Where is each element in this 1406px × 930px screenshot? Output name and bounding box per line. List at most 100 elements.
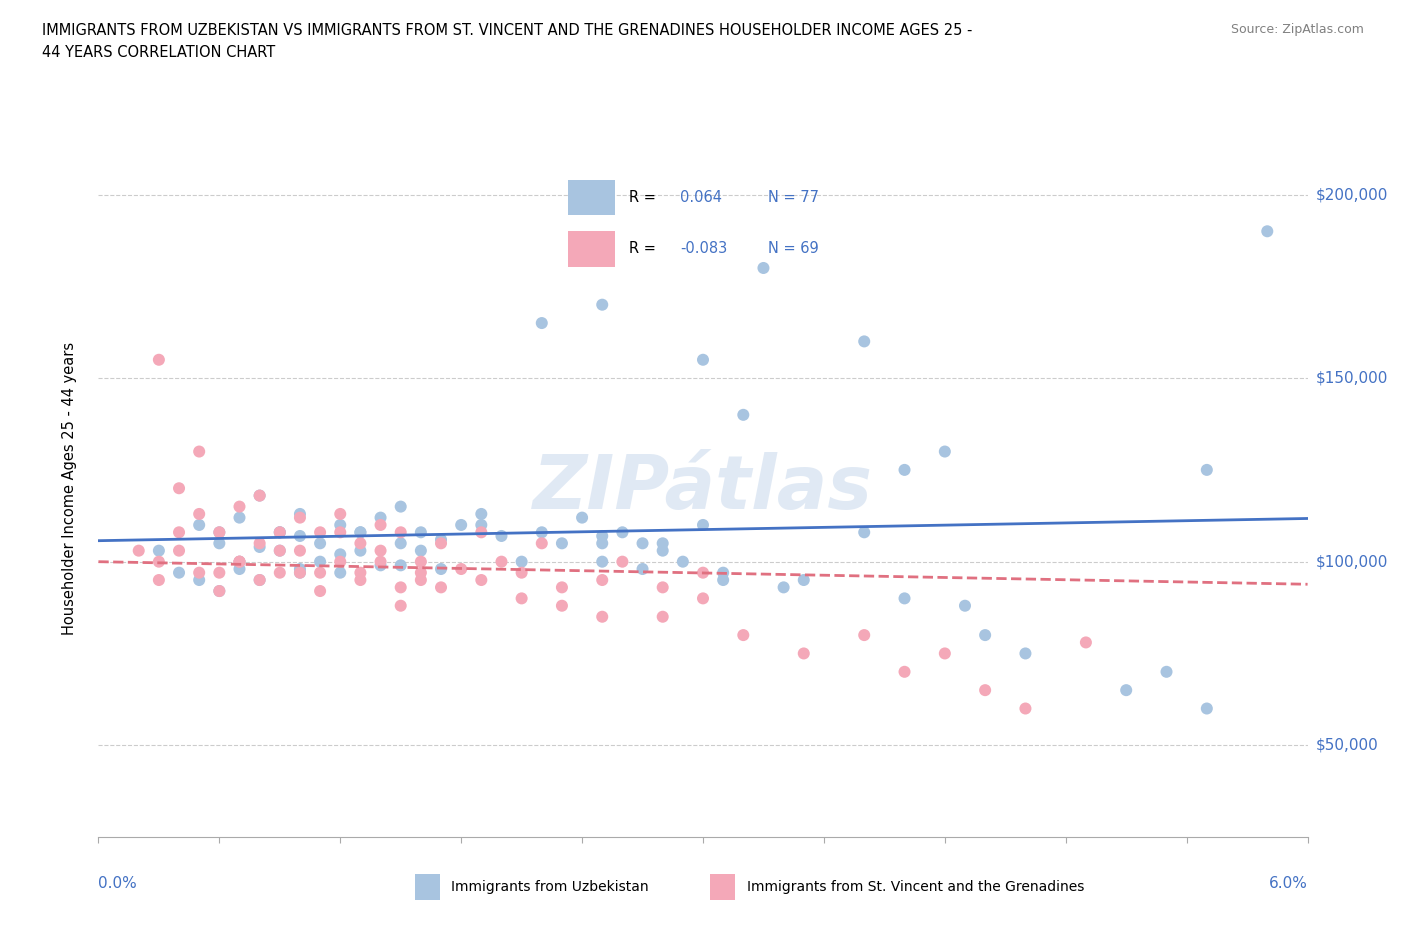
Point [651,543,673,558]
Point [167,543,190,558]
Point [389,525,412,539]
Text: $100,000: $100,000 [1316,554,1388,569]
Point [309,525,332,539]
Text: Immigrants from Uzbekistan: Immigrants from Uzbekistan [451,880,650,895]
Point [409,543,432,558]
Point [430,536,453,551]
Point [249,573,271,588]
Text: Immigrants from St. Vincent and the Grenadines: Immigrants from St. Vincent and the Gren… [747,880,1084,895]
Point [389,536,412,551]
Point [530,536,553,551]
Point [692,565,714,580]
Point [349,536,371,551]
Point [711,573,734,588]
Point [349,525,371,539]
Point [510,554,533,569]
Point [349,525,371,539]
Point [510,591,533,605]
Point [167,481,190,496]
Point [309,584,332,599]
Point [591,609,613,624]
Point [370,558,392,573]
Point [167,525,190,539]
Point [772,580,794,595]
Point [893,591,915,605]
Point [430,580,453,595]
Point [491,528,513,543]
Point [409,554,432,569]
Text: N = 77: N = 77 [768,190,818,205]
Point [329,507,352,522]
Point [631,536,654,551]
Point [591,298,613,312]
Point [672,554,695,569]
Point [269,525,291,539]
Point [148,352,170,367]
Text: IMMIGRANTS FROM UZBEKISTAN VS IMMIGRANTS FROM ST. VINCENT AND THE GRENADINES HOU: IMMIGRANTS FROM UZBEKISTAN VS IMMIGRANTS… [42,23,973,38]
Point [288,562,311,577]
Point [370,543,392,558]
Point [249,488,271,503]
Point [450,562,472,577]
Point [612,525,634,539]
Point [1195,462,1218,477]
Point [208,565,231,580]
Point [228,499,250,514]
Point [208,525,231,539]
Point [370,554,392,569]
Point [793,646,815,661]
Point [329,565,352,580]
Text: -0.083: -0.083 [679,242,727,257]
Point [470,507,492,522]
Text: 0.064: 0.064 [679,190,721,205]
FancyBboxPatch shape [568,179,616,216]
Point [228,511,250,525]
Point [733,628,755,643]
Point [349,543,371,558]
Point [1014,701,1036,716]
Point [430,532,453,547]
Point [208,525,231,539]
Point [1014,646,1036,661]
Point [208,584,231,599]
Point [309,554,332,569]
Point [370,517,392,532]
Point [530,315,553,330]
Point [349,565,371,580]
Point [934,646,956,661]
Point [128,543,150,558]
Point [309,536,332,551]
Point [249,573,271,588]
Point [389,580,412,595]
Point [430,562,453,577]
Point [329,554,352,569]
Point [329,525,352,539]
Point [228,554,250,569]
Point [409,565,432,580]
Point [208,536,231,551]
Point [288,528,311,543]
Point [208,584,231,599]
Point [228,554,250,569]
Point [450,517,472,532]
Point [953,598,976,613]
Point [510,565,533,580]
Point [309,565,332,580]
Point [389,598,412,613]
Point [470,517,492,532]
Point [249,536,271,551]
Point [651,580,673,595]
Point [591,536,613,551]
Text: Source: ZipAtlas.com: Source: ZipAtlas.com [1230,23,1364,36]
Point [711,565,734,580]
Point [1156,664,1178,679]
Point [269,543,291,558]
Point [288,565,311,580]
Point [551,598,574,613]
Point [793,573,815,588]
Point [571,511,593,525]
Point [389,558,412,573]
Point [893,462,915,477]
Point [269,525,291,539]
Y-axis label: Householder Income Ages 25 - 44 years: Householder Income Ages 25 - 44 years [62,341,77,635]
